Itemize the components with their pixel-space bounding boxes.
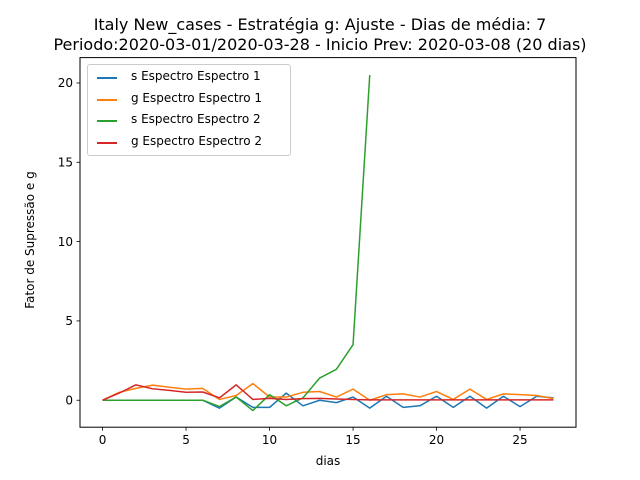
y-tick-label: 15 xyxy=(58,155,73,169)
legend-label: g Espectro Espectro 2 xyxy=(131,133,262,148)
chart-title-line-2: Periodo:2020-03-01/2020-03-28 - Inicio P… xyxy=(53,35,587,54)
x-tick-label: 20 xyxy=(429,433,444,447)
y-tick-label: 20 xyxy=(58,76,73,90)
chart-title-line-1: Italy New_cases - Estratégia g: Ajuste -… xyxy=(93,15,547,34)
axes-frame xyxy=(79,57,577,428)
legend-label: s Espectro Espectro 1 xyxy=(131,69,261,83)
legend-item: g Espectro Espectro 1 xyxy=(88,89,290,111)
x-axis-label: dias xyxy=(315,454,341,468)
series-layer xyxy=(102,75,554,412)
legend-label: g Espectro Espectro 1 xyxy=(131,90,262,105)
legend-label: s Espectro Espectro 2 xyxy=(131,112,261,126)
x-tick-label: 15 xyxy=(345,433,360,447)
series-line-4 xyxy=(102,384,554,401)
y-tick-label: 0 xyxy=(65,393,73,407)
legend-swatch xyxy=(97,120,117,122)
legend-swatch xyxy=(97,77,117,79)
y-axis-label: Fator de Supressão e g xyxy=(23,171,37,309)
y-tick-label: 5 xyxy=(65,314,73,328)
x-tick-label: 5 xyxy=(182,433,190,447)
legend-swatch xyxy=(97,98,117,101)
x-tick-label: 10 xyxy=(262,433,277,447)
series-line-2 xyxy=(102,382,554,401)
x-axis-ticks: 0 5 10 15 20 25 xyxy=(99,427,528,447)
x-tick-label: 0 xyxy=(99,433,107,447)
series-line-3 xyxy=(102,75,371,412)
x-tick-label: 25 xyxy=(512,433,527,447)
legend: s Espectro Espectro 1 g Espectro Espectr… xyxy=(87,64,291,156)
legend-item: s Espectro Espectro 1 xyxy=(88,67,290,89)
legend-item: g Espectro Espectro 2 xyxy=(88,132,290,154)
legend-swatch xyxy=(97,141,117,144)
y-tick-label: 10 xyxy=(58,235,73,249)
legend-item: s Espectro Espectro 2 xyxy=(88,110,290,132)
y-axis-ticks: 0 5 10 15 20 xyxy=(58,76,80,407)
